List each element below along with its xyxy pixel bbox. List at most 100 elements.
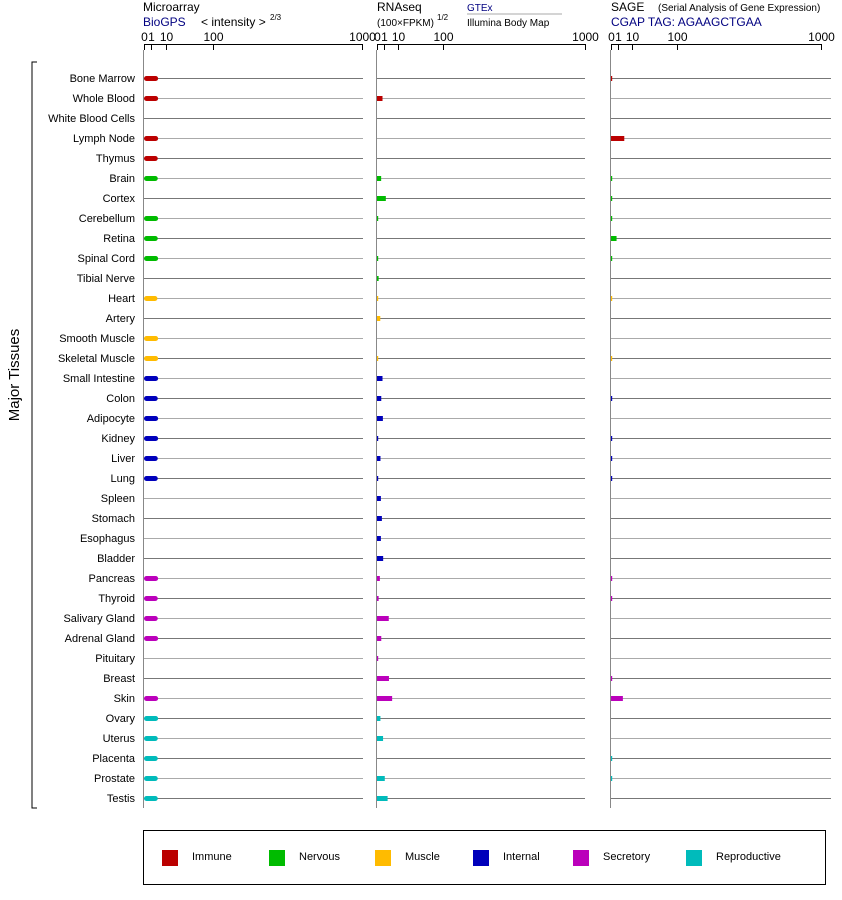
tissue-label: Colon [106, 393, 135, 405]
sage-bar [611, 356, 613, 361]
sage-bar [611, 436, 613, 441]
tissue-label: Skeletal Muscle [58, 353, 135, 365]
rnaseq-bar [377, 556, 384, 561]
legend-swatch-muscle [375, 850, 391, 866]
rnaseq-bar [377, 616, 389, 621]
tissue-label: Lung [111, 473, 135, 485]
tissue-label: Retina [103, 233, 136, 245]
microarray-bar [144, 776, 158, 781]
sage-bar [611, 456, 613, 461]
tissue-label: Heart [108, 293, 135, 305]
group-bracket [31, 61, 37, 809]
sage-bar [611, 476, 613, 481]
sage-tick-label: 100 [667, 30, 687, 44]
microarray-bar [144, 616, 158, 621]
tissue-label: Placenta [92, 753, 136, 765]
legend-swatch-secretory [573, 850, 589, 866]
legend-label-reproductive: Reproductive [716, 851, 781, 863]
rnaseq-bar [377, 536, 381, 541]
microarray-bar [144, 216, 159, 221]
tissue-label: Breast [103, 673, 135, 685]
legend-label-secretory: Secretory [603, 851, 651, 863]
rnaseq-bar [377, 396, 382, 401]
sage-bar [611, 576, 613, 581]
microarray-bar [144, 296, 158, 301]
rnaseq-tick-label: 0 [374, 30, 381, 44]
tissue-label: Cerebellum [79, 213, 135, 225]
microarray-bar [144, 736, 158, 741]
tissue-label: Artery [106, 313, 136, 325]
tissue-label: Prostate [94, 773, 135, 785]
rnaseq-tick-label: 1 [381, 30, 388, 44]
rna-source-gtex: GTEx [467, 3, 493, 14]
tissue-label: Skin [114, 693, 135, 705]
tissue-label: Bladder [97, 553, 135, 565]
tissue-label: Pancreas [89, 573, 136, 585]
rnaseq-bar [377, 96, 383, 101]
tissue-label: Liver [111, 453, 135, 465]
sage-tick-label: 10 [626, 30, 640, 44]
microarray-tick-label: 1000 [349, 30, 376, 44]
group-label-major-tissues: Major Tissues [6, 329, 23, 422]
legend-swatch-reproductive [686, 850, 702, 866]
tissue-rows: Bone Marrow Whole Blood White Blood Cells L… [48, 73, 831, 805]
sage-bar [611, 136, 625, 141]
legend-swatch-nervous [269, 850, 285, 866]
microarray-bar [144, 156, 158, 161]
sage-bar [611, 596, 613, 601]
legend-label-immune: Immune [192, 851, 232, 863]
microarray-bar [144, 756, 158, 761]
rnaseq-bar [377, 516, 382, 521]
rnaseq-bar [377, 656, 379, 661]
rnaseq-bar [377, 716, 381, 721]
sage-bar [611, 236, 617, 241]
rnaseq-bar [377, 256, 379, 261]
sage-bar [611, 756, 613, 761]
tissue-label: Brain [109, 173, 135, 185]
sage-tick-label: 1000 [808, 30, 835, 44]
microarray-bar [144, 76, 159, 81]
rnaseq-bar [377, 496, 381, 501]
microarray-bar [144, 456, 158, 461]
rna-unit: (100×FPKM) [377, 18, 434, 29]
tissue-label: Tibial Nerve [77, 273, 135, 285]
tissue-label: Pituitary [95, 653, 135, 665]
rna-unit-exp: 1/2 [437, 13, 449, 22]
legend-swatch-internal [473, 850, 489, 866]
microarray-bar [144, 716, 159, 721]
legend: Immune Nervous Muscle Internal Secretory Repr… [143, 830, 826, 885]
sage-bar [611, 776, 613, 781]
rnaseq-bar [377, 436, 379, 441]
rnaseq-bar [377, 196, 386, 201]
sage-bar [611, 676, 613, 681]
legend-swatch-immune [162, 850, 178, 866]
tissue-label: Adipocyte [87, 413, 135, 425]
tissue-label: Salivary Gland [63, 613, 135, 625]
tissue-label: Thymus [96, 153, 136, 165]
tissue-label: Spleen [101, 493, 135, 505]
micro-unit-exp: 2/3 [270, 13, 282, 22]
microarray-bar [144, 336, 159, 341]
rnaseq-bar [377, 316, 381, 321]
rnaseq-bar [377, 576, 380, 581]
tissue-label: Cortex [103, 193, 136, 205]
tissue-label: Uterus [103, 733, 136, 745]
microarray-bar [144, 396, 158, 401]
rnaseq-bar [377, 736, 384, 741]
micro-unit: < intensity > [201, 15, 266, 29]
tissue-label: Adrenal Gland [65, 633, 135, 645]
rna-source-illumina: Illumina Body Map [467, 18, 550, 29]
microarray-bar [144, 436, 159, 441]
sage-bar [611, 176, 613, 181]
rnaseq-tick-label: 1000 [572, 30, 599, 44]
rnaseq-bar [377, 596, 379, 601]
legend-label-nervous: Nervous [299, 851, 340, 863]
tissue-label: Testis [107, 793, 136, 805]
micro-source: BioGPS [143, 15, 186, 29]
microarray-bar [144, 636, 159, 641]
rnaseq-bar [377, 296, 379, 301]
microarray-tick-label: 100 [203, 30, 223, 44]
tissue-label: Kidney [101, 433, 135, 445]
microarray-bar [144, 136, 159, 141]
